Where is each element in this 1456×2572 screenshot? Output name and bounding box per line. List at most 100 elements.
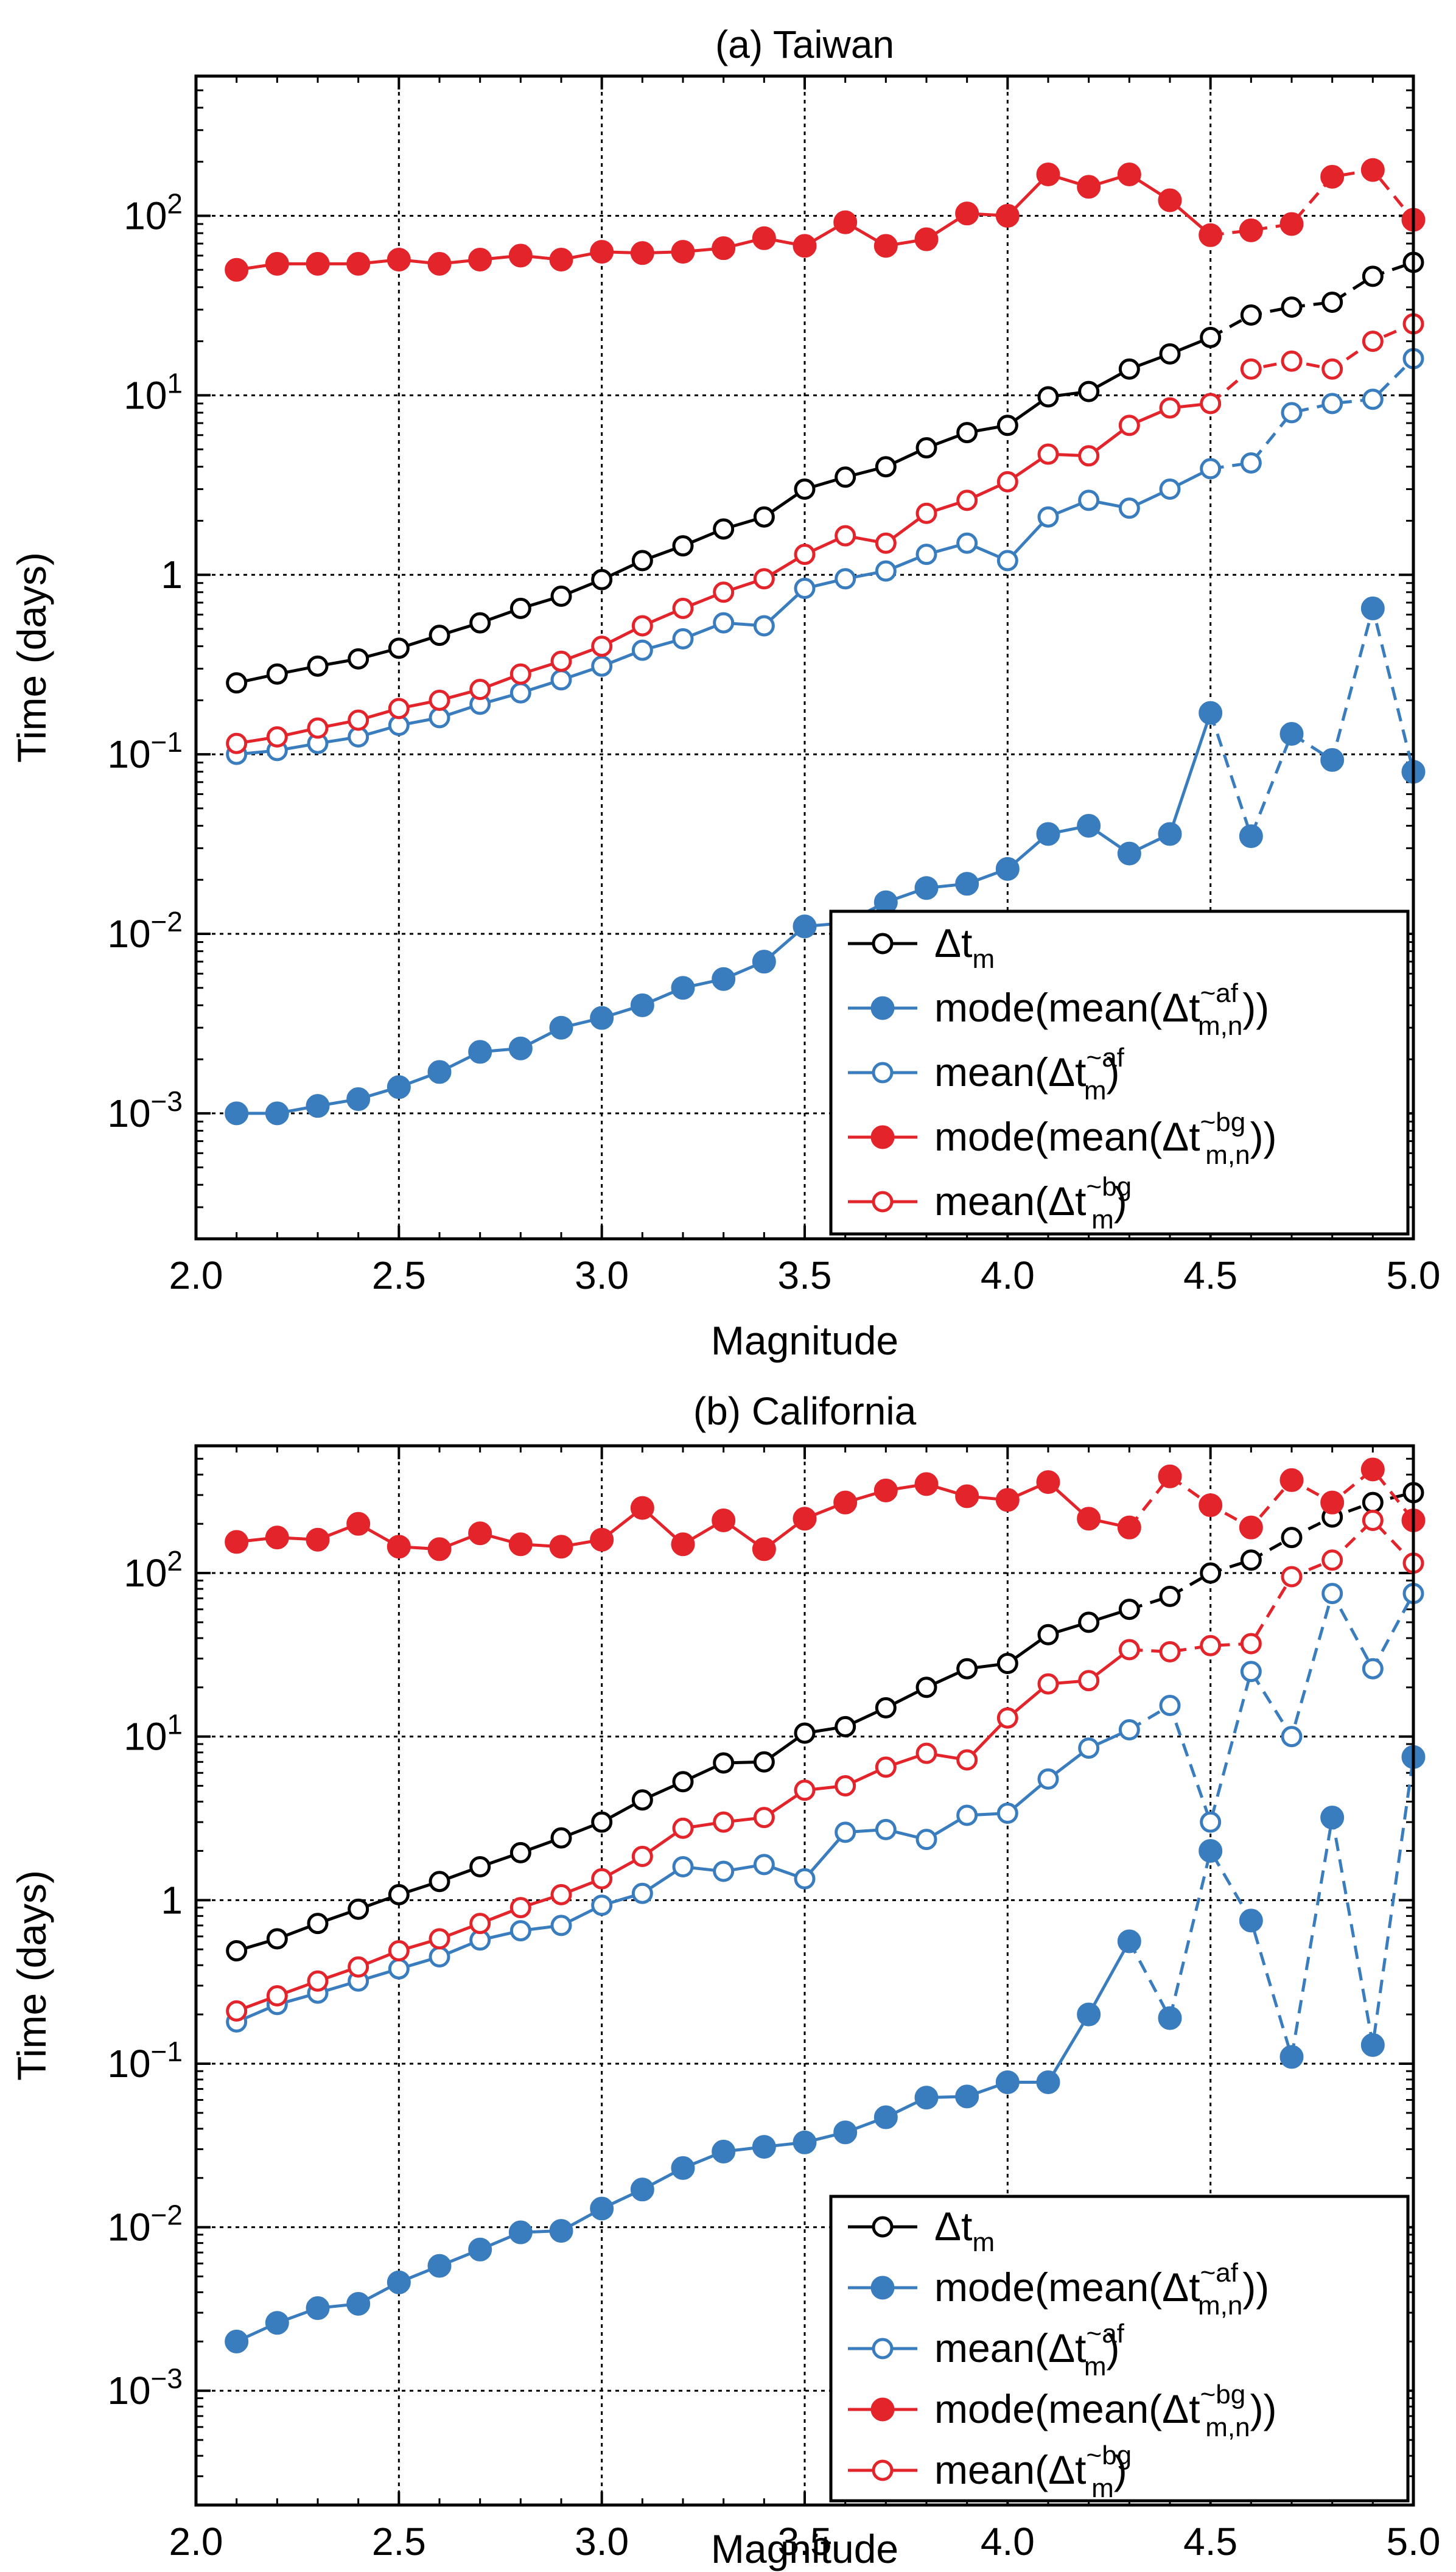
data-point	[1320, 1806, 1345, 1830]
series-3	[225, 158, 1426, 282]
data-point	[427, 2254, 452, 2278]
legend-label: mean(Δt~bg m)	[934, 2441, 1132, 2503]
data-point	[875, 456, 897, 478]
data-point	[1321, 393, 1343, 415]
data-point	[549, 2219, 573, 2243]
legend-swatch-marker	[870, 1125, 895, 1149]
data-point	[996, 471, 1018, 492]
legend-label: Δtm	[934, 920, 995, 974]
y-tick-label: 10−3	[107, 2363, 183, 2413]
data-point	[427, 1537, 452, 1561]
data-point	[509, 1841, 531, 1863]
data-point	[873, 1478, 898, 1502]
data-point	[1281, 296, 1303, 318]
data-point	[509, 1920, 531, 1942]
data-point	[996, 550, 1018, 572]
data-point	[1199, 1493, 1223, 1518]
chart-title: (b) California	[693, 1389, 917, 1433]
series-1	[225, 1745, 1426, 2353]
data-point	[1279, 212, 1304, 236]
data-point	[956, 489, 978, 511]
y-tick-label: 10−3	[107, 1085, 183, 1135]
data-point	[1200, 1635, 1222, 1656]
data-point	[995, 203, 1020, 228]
x-tick-label: 3.5	[778, 2520, 832, 2563]
data-point	[1240, 1633, 1262, 1655]
data-point	[915, 437, 937, 459]
data-point	[630, 241, 654, 265]
data-point	[591, 1868, 613, 1890]
data-point	[713, 612, 735, 634]
legend-box	[829, 909, 1410, 1236]
data-point	[712, 2139, 736, 2164]
panel-california: (b) California 2.0 2.5 3.0 3.5 4.0 4.5 5.0 10−3 1…	[9, 1389, 1440, 2571]
data-point	[1200, 326, 1222, 348]
data-point	[388, 1958, 410, 1980]
legend-label: mean(Δt~bg m)	[934, 1172, 1132, 1235]
legend-label: mode(mean(Δt~af m,n))	[934, 978, 1269, 1041]
data-point	[875, 560, 897, 582]
data-point	[346, 1087, 371, 1112]
data-point	[1240, 452, 1262, 474]
data-point	[590, 1006, 614, 1030]
data-point	[914, 2086, 939, 2110]
data-point	[307, 655, 329, 677]
data-point	[1037, 506, 1059, 528]
y-axis-label: Time (days)	[9, 1870, 54, 2081]
data-point	[1158, 1464, 1182, 1488]
data-point	[995, 2070, 1020, 2094]
data-point	[631, 1882, 653, 1904]
data-point	[1037, 1768, 1059, 1790]
data-point	[1199, 701, 1223, 725]
data-point	[1321, 291, 1343, 313]
data-point	[1200, 1562, 1222, 1584]
data-point	[875, 1756, 897, 1778]
data-point	[794, 1779, 816, 1801]
y-tick-label: 10−1	[107, 2036, 183, 2086]
data-point	[713, 581, 735, 603]
data-point	[1320, 1490, 1345, 1515]
data-point	[672, 628, 694, 650]
data-point	[226, 2000, 248, 2022]
data-point	[1362, 388, 1384, 410]
x-tick-label: 4.0	[981, 1253, 1035, 1297]
data-point	[915, 1829, 937, 1851]
data-point	[468, 1040, 492, 1064]
x-tick-label: 2.0	[169, 1253, 223, 1297]
data-point	[429, 1946, 450, 1968]
data-point	[833, 2120, 858, 2145]
series-line-dashed	[1210, 357, 1415, 471]
data-point	[671, 240, 695, 264]
data-point	[387, 1075, 411, 1099]
data-point	[1036, 822, 1060, 846]
x-tick-label: 3.0	[575, 1253, 629, 1297]
data-point	[388, 637, 410, 659]
data-point	[1200, 1811, 1222, 1833]
data-point	[835, 1775, 856, 1797]
data-point	[1078, 1611, 1100, 1633]
y-tick-label: 101	[124, 1709, 183, 1759]
data-point	[1240, 1661, 1262, 1683]
data-point	[752, 2135, 776, 2159]
data-point	[672, 535, 694, 557]
data-point	[873, 2105, 898, 2129]
data-point	[1279, 2045, 1304, 2069]
data-point	[1362, 331, 1384, 352]
x-tick-label: 4.5	[1183, 1253, 1237, 1297]
data-point	[508, 244, 533, 268]
data-point	[1159, 1695, 1181, 1717]
data-point	[630, 1496, 654, 1520]
data-point	[1159, 1585, 1181, 1607]
x-tick-label: 3.0	[575, 2520, 629, 2563]
data-point	[1159, 478, 1181, 500]
x-tick-label: 5.0	[1387, 2520, 1441, 2563]
data-point	[1078, 489, 1100, 511]
data-point	[429, 707, 450, 729]
data-point	[1320, 748, 1345, 772]
data-point	[265, 1101, 289, 1126]
legend-swatch-marker	[872, 1062, 894, 1084]
data-point	[508, 2220, 533, 2244]
data-point	[1239, 1515, 1263, 1540]
series-4	[226, 1509, 1424, 2022]
data-point	[429, 1928, 450, 1950]
